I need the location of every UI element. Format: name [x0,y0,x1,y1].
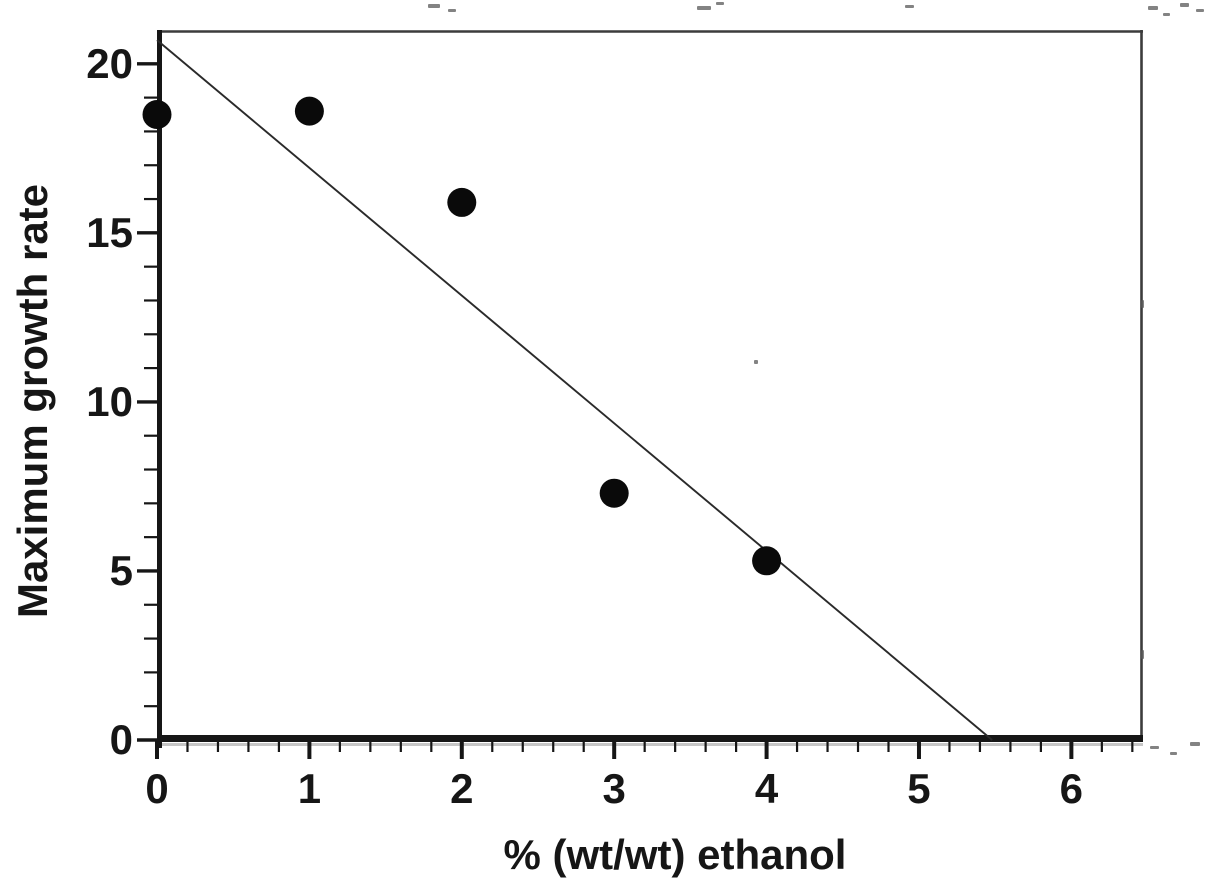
x-tick-label: 2 [450,765,474,812]
scan-speckle [1163,13,1170,16]
data-point [752,546,782,576]
data-point [599,478,629,508]
x-tick-label: 1 [297,765,322,812]
scan-speckle [1141,300,1144,308]
scan-speckle [1141,650,1144,659]
data-point [142,100,172,130]
scan-speckle [754,360,758,364]
scan-speckle [697,6,711,10]
scatter-plot [137,30,1143,759]
scan-speckle [1150,746,1159,749]
y-tick-label: 20 [86,39,133,87]
x-tick-label: 5 [907,765,931,812]
y-tick-label: 0 [109,716,133,763]
scan-speckle [1148,6,1158,10]
fit-line [156,39,993,741]
x-tick-label: 0 [145,765,169,812]
y-tick-label: 15 [86,208,133,256]
x-tick-label: 3 [602,765,626,812]
scan-speckle [428,4,440,8]
scan-speckle [448,9,456,12]
scan-speckle [905,5,914,8]
x-axis-title: % (wt/wt) ethanol [503,831,847,878]
y-tick-label: 5 [109,546,133,594]
plot-area: 0 1 2 3 4 5 6 0 5 10 15 20 [86,30,1143,812]
y-tick-label: 10 [86,377,133,425]
scan-speckle [1196,9,1204,12]
x-tick-label: 6 [1059,765,1084,812]
x-tick-label: 4 [754,765,779,812]
scan-speckle [1190,742,1200,746]
data-point [294,96,324,126]
data-point [447,187,477,217]
scan-speckle [716,2,724,5]
scan-speckle [1170,752,1177,755]
scan-speckle [1180,3,1189,7]
